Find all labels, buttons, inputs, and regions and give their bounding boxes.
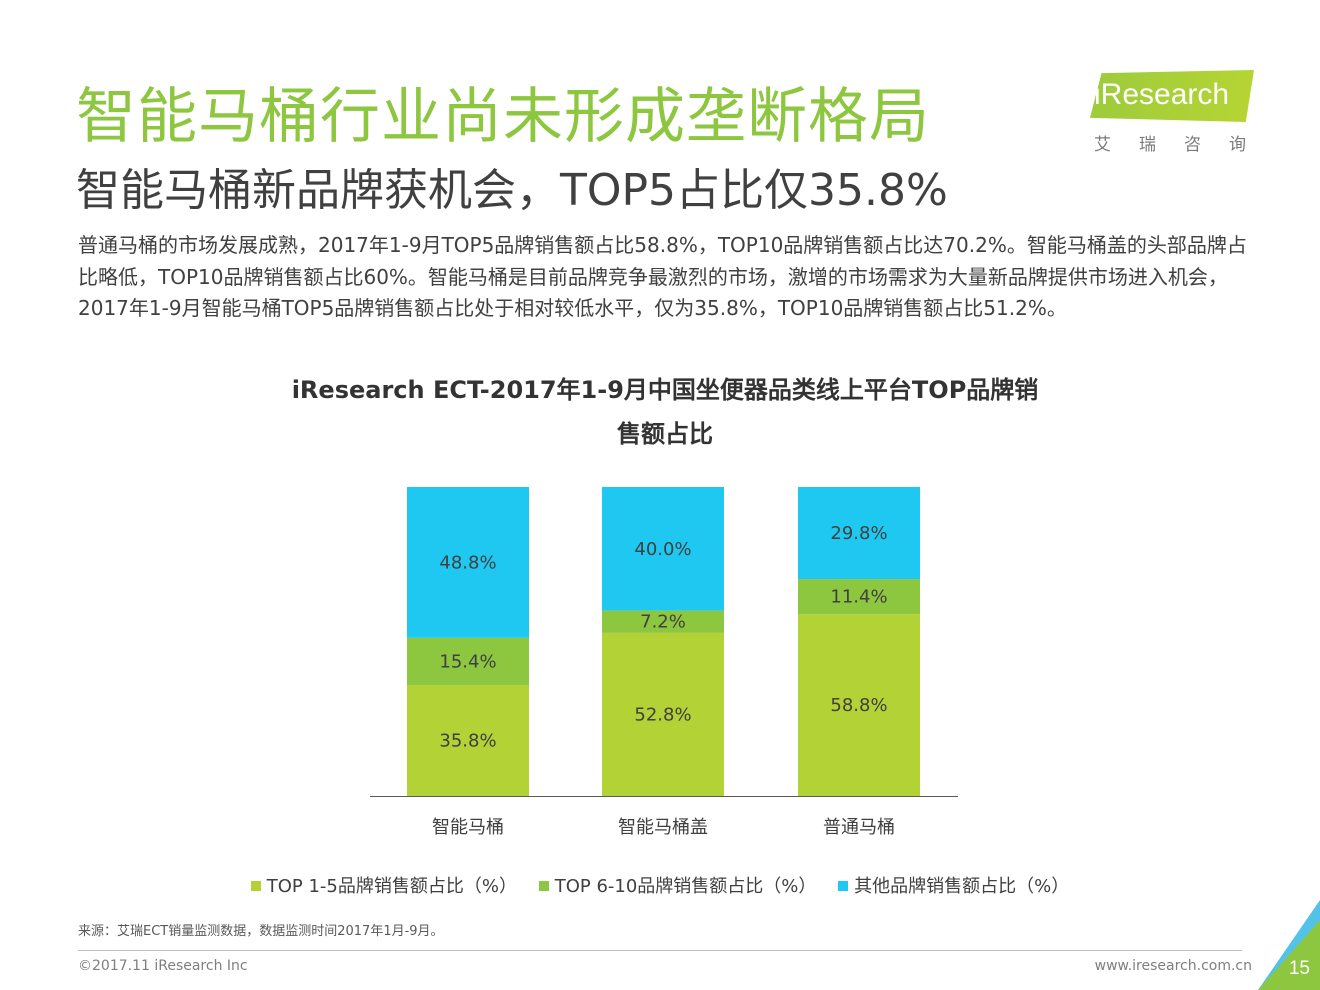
legend-item-top1-5: TOP 1-5品牌销售额占比（%） — [250, 872, 517, 898]
legend-label-top6-10: TOP 6-10品牌销售额占比（%） — [554, 876, 817, 897]
legend-item-others: 其他品牌销售额占比（%） — [838, 872, 1069, 898]
data-label-0-2: 48.8% — [439, 552, 496, 573]
logo-wordmark: iResearch — [1094, 78, 1230, 111]
data-label-2-1: 11.4% — [830, 587, 887, 608]
bar-segment-1-0 — [602, 632, 724, 796]
page-number: 15 — [1288, 958, 1310, 979]
bar-segment-1-2 — [602, 487, 724, 611]
x-tick-label-1: 智能马桶盖 — [618, 817, 708, 838]
footer-divider — [78, 950, 1242, 951]
legend-swatch-others — [838, 881, 849, 891]
data-label-2-2: 29.8% — [830, 523, 887, 544]
legend-swatch-top6-10 — [538, 881, 549, 891]
x-tick-label-0: 智能马桶 — [432, 817, 504, 838]
legend-label-top1-5: TOP 1-5品牌销售额占比（%） — [266, 876, 517, 897]
website-link[interactable]: www.iresearch.com.cn — [1094, 958, 1252, 974]
x-tick-label-2: 普通马桶 — [823, 817, 895, 838]
bar-segment-2-1 — [798, 579, 920, 615]
bar-segment-0-1 — [407, 637, 529, 686]
iresearch-logo: iResearch 艾瑞咨询 — [1090, 70, 1260, 160]
legend-swatch-top1-5 — [250, 881, 261, 891]
logo-chinese-name: 艾瑞咨询 — [1094, 135, 1274, 155]
data-label-1-0: 52.8% — [634, 704, 691, 725]
data-label-1-1: 7.2% — [640, 612, 686, 633]
legend-label-others: 其他品牌销售额占比（%） — [854, 876, 1070, 897]
bar-segment-0-0 — [407, 685, 529, 796]
stacked-bar-chart: 35.8% 15.4% 48.8% 智能马桶 52.8% 7.2% 40.0% 智能马桶盖 58… — [370, 487, 958, 838]
source-note: 来源：艾瑞ECT销量监测数据，数据监测时间2017年1月-9月。 — [78, 924, 444, 939]
logo-tag-shape — [1090, 70, 1254, 122]
bar-segment-0-2 — [407, 487, 529, 638]
legend-item-top6-10: TOP 6-10品牌销售额占比（%） — [538, 872, 817, 898]
page-subtitle: 智能马桶新品牌获机会，TOP5占比仅35.8% — [76, 165, 948, 216]
copyright-text: ©2017.11 iResearch Inc — [78, 958, 248, 974]
chart-legend: TOP 1-5品牌销售额占比（%） TOP 6-10品牌销售额占比（%） 其他品… — [0, 872, 1320, 898]
chart-title: iResearch ECT-2017年1-9月中国坐便器品类线上平台TOP品牌销… — [291, 376, 1039, 448]
data-label-0-0: 35.8% — [439, 731, 496, 752]
data-label-1-2: 40.0% — [634, 539, 691, 560]
bar-segment-1-1 — [602, 610, 724, 633]
bar-segment-2-2 — [798, 487, 920, 580]
data-label-0-1: 15.4% — [439, 652, 496, 673]
bar-segment-2-0 — [798, 614, 920, 796]
page-title: 智能马桶行业尚未形成垄断格局 — [76, 82, 930, 152]
data-label-2-0: 58.8% — [830, 695, 887, 716]
page-corner-decoration: 15 — [1258, 900, 1320, 990]
body-paragraph: 普通马桶的市场发展成熟，2017年1-9月TOP5品牌销售额占比58.8%，TO… — [78, 233, 1247, 320]
